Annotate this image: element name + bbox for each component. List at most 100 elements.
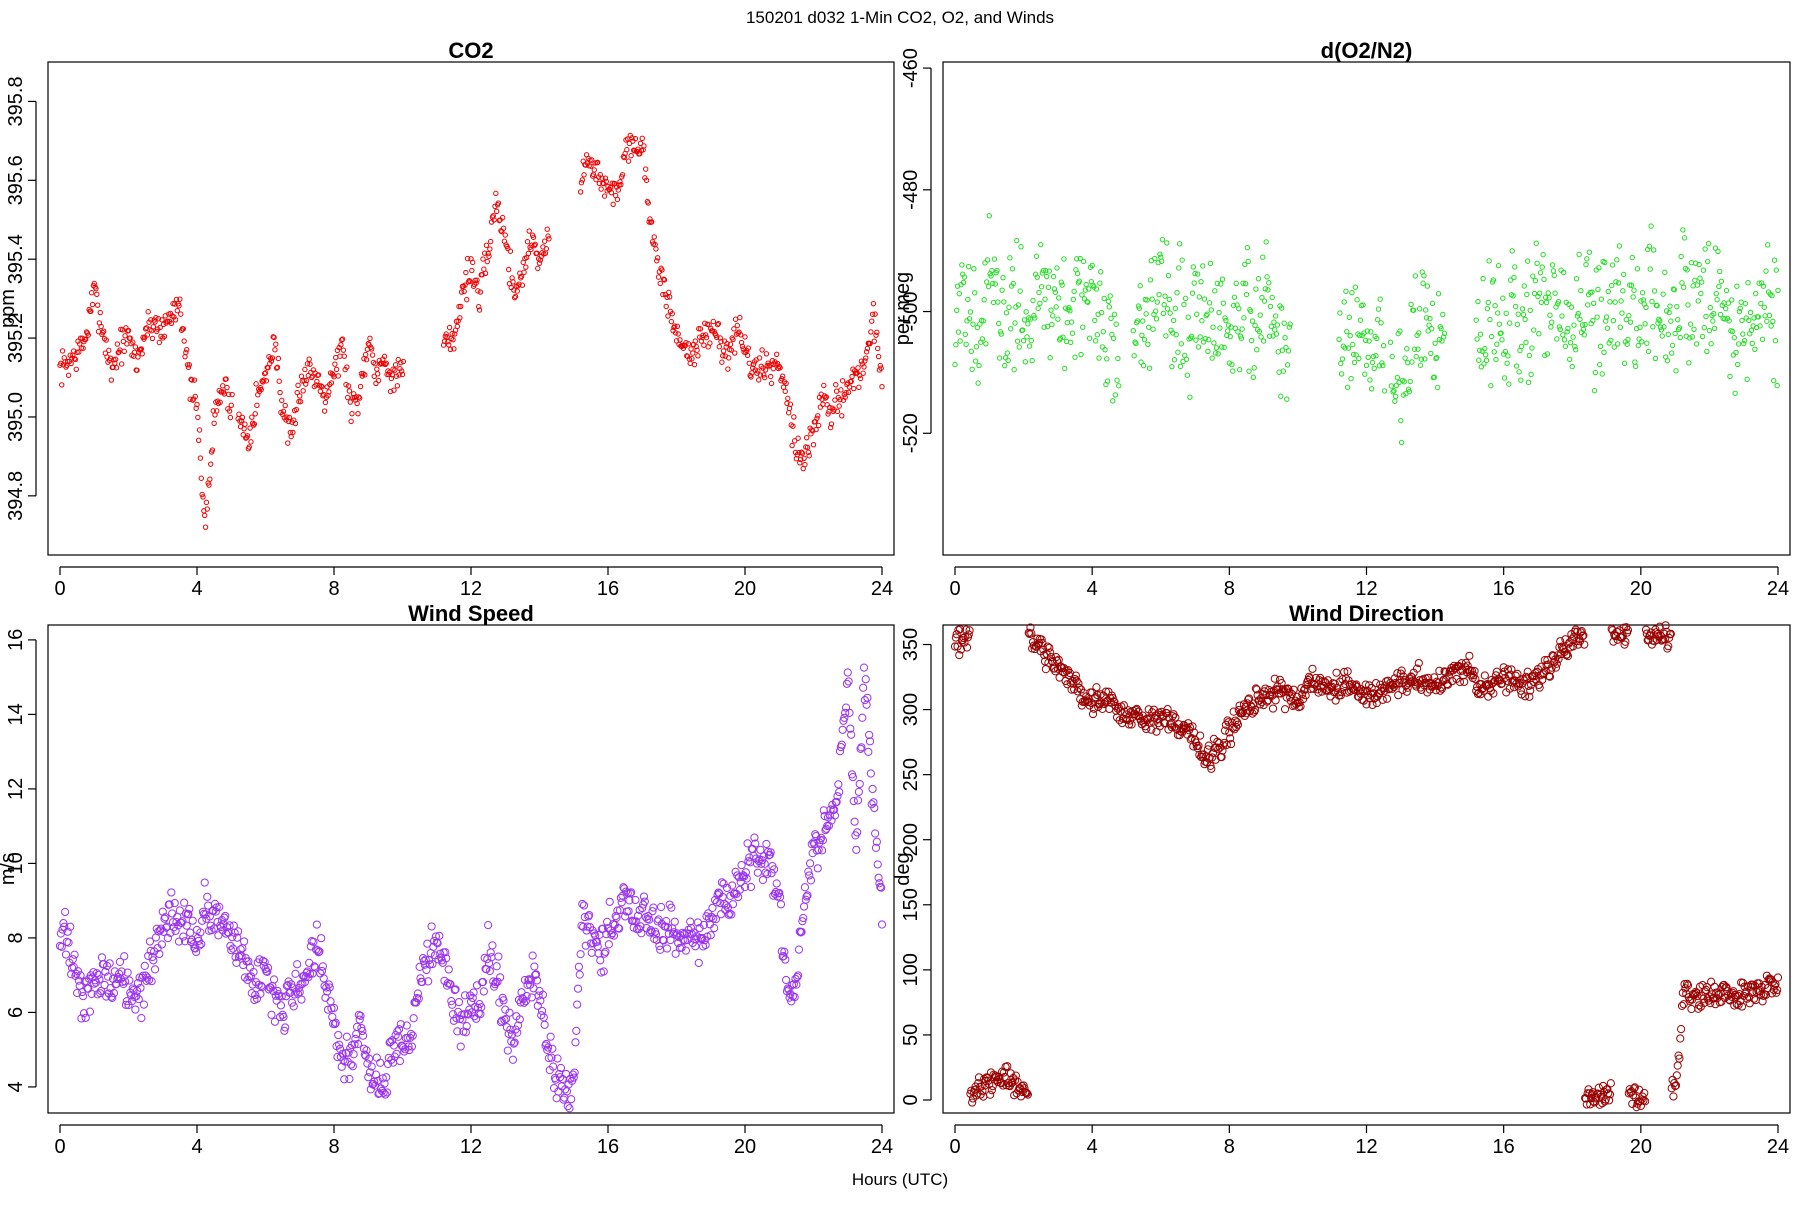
data-point — [284, 414, 290, 420]
data-point — [196, 427, 203, 433]
data-point — [1599, 371, 1605, 377]
data-point — [1185, 314, 1191, 320]
data-point — [285, 440, 291, 446]
data-point — [670, 917, 679, 926]
data-point — [347, 1060, 356, 1069]
data-point — [202, 512, 208, 519]
data-point — [496, 973, 505, 982]
data-point — [591, 931, 600, 940]
data-point — [138, 346, 145, 352]
data-point — [1431, 374, 1437, 380]
x-tick-label: 12 — [1355, 1136, 1377, 1158]
data-point — [1352, 284, 1359, 290]
data-point — [1116, 383, 1122, 389]
data-point — [1554, 336, 1560, 342]
data-point — [1008, 1078, 1017, 1087]
data-point — [320, 981, 329, 991]
data-point — [1000, 274, 1006, 281]
data-point — [1504, 360, 1510, 366]
data-point — [1429, 300, 1436, 307]
data-point — [1705, 258, 1711, 265]
data-point — [1528, 371, 1534, 378]
data-point — [796, 449, 802, 456]
data-point — [756, 355, 763, 361]
data-point — [1722, 983, 1731, 992]
data-point — [1305, 674, 1315, 683]
data-point — [829, 805, 839, 814]
data-point — [1645, 348, 1652, 355]
data-point — [1434, 354, 1440, 361]
data-point — [499, 996, 508, 1005]
data-point — [263, 378, 270, 384]
data-point — [1362, 700, 1371, 709]
data-point — [1356, 689, 1365, 698]
data-point — [1268, 323, 1275, 330]
data-point — [1102, 346, 1108, 353]
data-point — [1568, 304, 1575, 310]
data-point — [466, 277, 472, 284]
data-point — [1659, 333, 1665, 339]
data-point — [699, 920, 709, 930]
data-point — [1513, 669, 1522, 678]
data-point — [1507, 277, 1514, 283]
data-point — [452, 331, 458, 337]
data-point — [843, 390, 849, 396]
data-point — [1045, 284, 1052, 291]
data-point — [1422, 356, 1428, 362]
data-point — [418, 977, 427, 987]
data-point — [505, 266, 512, 273]
data-point — [289, 1002, 298, 1011]
data-point — [1699, 279, 1705, 285]
data-point — [738, 332, 744, 338]
data-point — [1035, 305, 1041, 312]
data-point — [821, 382, 827, 389]
data-point — [414, 994, 423, 1003]
data-point — [967, 309, 974, 315]
data-point — [1260, 338, 1267, 344]
data-point — [1628, 282, 1635, 288]
y-axis-label-o2: per meg — [892, 272, 914, 345]
data-point — [626, 889, 635, 898]
y-tick-label: 8 — [5, 932, 27, 943]
x-tick-label: 4 — [191, 578, 202, 600]
data-point — [197, 940, 206, 949]
data-point — [787, 981, 797, 990]
data-point — [536, 260, 543, 266]
x-tick-label: 24 — [1767, 1136, 1789, 1158]
data-point — [649, 903, 658, 912]
data-point — [90, 979, 99, 988]
data-point — [1590, 317, 1596, 324]
data-point — [150, 324, 157, 330]
data-point — [1111, 311, 1118, 318]
data-point — [809, 428, 816, 434]
data-point — [1197, 334, 1203, 340]
data-point — [1669, 342, 1676, 349]
data-point — [874, 329, 880, 335]
data-point — [1527, 307, 1533, 313]
data-point — [962, 643, 972, 652]
data-point — [744, 352, 751, 359]
data-point — [1080, 324, 1086, 330]
data-point — [784, 400, 790, 407]
data-point — [616, 893, 625, 902]
data-point — [486, 253, 492, 259]
data-point — [1223, 716, 1232, 725]
data-point — [244, 957, 253, 966]
data-point — [1722, 316, 1728, 322]
data-point — [1735, 341, 1742, 347]
data-point — [871, 843, 881, 853]
data-point — [1635, 342, 1641, 349]
data-point — [686, 923, 696, 933]
data-point — [1071, 671, 1080, 680]
data-point — [1686, 335, 1693, 341]
data-point — [691, 361, 698, 368]
data-point — [1259, 294, 1265, 301]
data-point — [1207, 764, 1216, 773]
data-point — [1194, 271, 1201, 277]
data-point — [1634, 266, 1641, 272]
data-point — [974, 324, 980, 331]
data-point — [799, 902, 809, 911]
data-point — [544, 226, 550, 232]
data-point — [1040, 267, 1047, 274]
data-point — [1401, 681, 1411, 690]
